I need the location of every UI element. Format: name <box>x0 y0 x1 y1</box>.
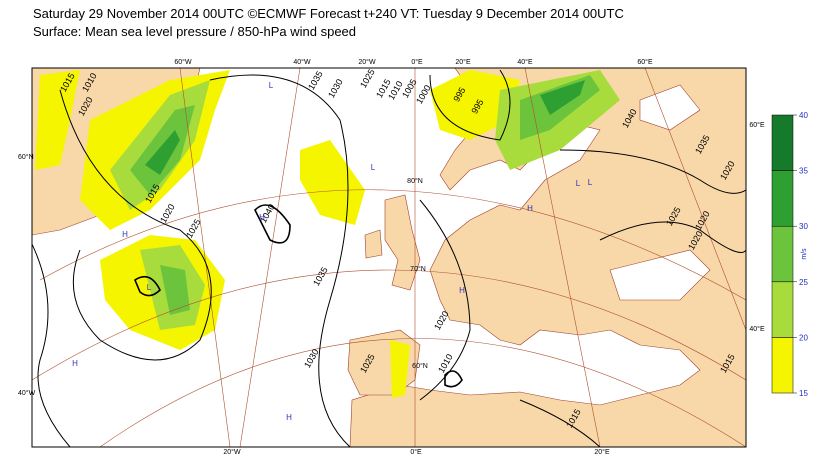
isobars <box>32 69 746 447</box>
graticule-label: 40°W <box>293 58 311 66</box>
colorbar-tick-label: 20 <box>799 333 808 342</box>
pressure-centre: L <box>371 163 376 172</box>
colorbar-unit: m/s <box>801 248 808 260</box>
pressure-centre: H <box>259 213 265 222</box>
colorbar-tick-label: 40 <box>799 111 808 120</box>
graticule-label: 40°W <box>18 389 36 397</box>
graticule-label: 60°N <box>412 362 428 370</box>
pressure-centre: H <box>286 413 292 422</box>
graticule-label: 0°E <box>410 448 422 456</box>
graticule-label: 60°W <box>174 58 192 66</box>
graticule-label: 20°W <box>358 58 376 66</box>
pressure-centre: L <box>147 283 152 292</box>
pressure-centre: L <box>576 179 581 188</box>
colorbar-band <box>771 225 794 283</box>
title: Saturday 29 November 2014 00UTC ©ECMWF F… <box>33 6 624 21</box>
pressure-centre: H <box>72 359 78 368</box>
colorbar-band <box>771 114 794 171</box>
graticule-label: 60°E <box>637 58 653 66</box>
graticule-label: 20°E <box>594 448 610 456</box>
colorbar-tick-label: 25 <box>799 278 808 287</box>
graticule-label: 40°E <box>517 58 533 66</box>
subtitle: Surface: Mean sea level pressure / 850-h… <box>33 24 356 39</box>
graticule-label: 20°W <box>223 448 241 456</box>
pressure-centre: H <box>122 230 128 239</box>
colorbar-tick-label: 35 <box>799 167 808 176</box>
pressure-centre: L <box>588 178 593 187</box>
pressure-centre: L <box>269 81 274 90</box>
colorbar-band <box>771 170 794 227</box>
graticule-label: 60°N <box>18 153 34 161</box>
map-frame <box>31 67 747 448</box>
graticule-label: 0°E <box>411 58 423 66</box>
graticule <box>32 68 746 447</box>
pressure-centre: H <box>459 286 465 295</box>
colorbar-tick-label: 30 <box>799 222 808 231</box>
graticule-label: 60°E <box>749 121 765 129</box>
colorbar-tick-label: 15 <box>799 389 808 398</box>
pressure-centre: H <box>527 204 533 213</box>
graticule-label: 70°N <box>410 265 426 273</box>
colorbar-band <box>771 281 794 338</box>
wind-speed-shading <box>35 70 620 398</box>
graticule-label: 40°E <box>749 325 765 333</box>
colorbar-band <box>771 337 794 394</box>
graticule-label: 20°E <box>455 58 471 66</box>
graticule-label: 80°N <box>407 177 423 185</box>
